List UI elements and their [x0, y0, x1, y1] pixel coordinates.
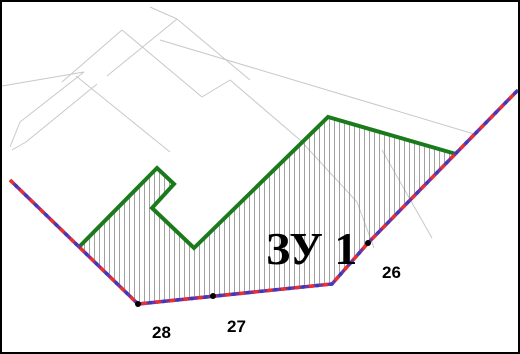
- parcel-outline: [78, 114, 457, 251]
- boundary-points: [135, 240, 371, 307]
- boundary-line: [8, 88, 518, 306]
- parcel-label: ЗУ 1: [266, 223, 357, 274]
- point-marker-27: [210, 293, 216, 299]
- point-label-28: 28: [152, 323, 171, 342]
- point-label-27: 27: [227, 317, 246, 336]
- parcel-area[interactable]: [80, 117, 456, 304]
- point-marker-28: [135, 301, 141, 307]
- point-label-26: 26: [382, 263, 401, 282]
- point-marker-26: [365, 240, 371, 246]
